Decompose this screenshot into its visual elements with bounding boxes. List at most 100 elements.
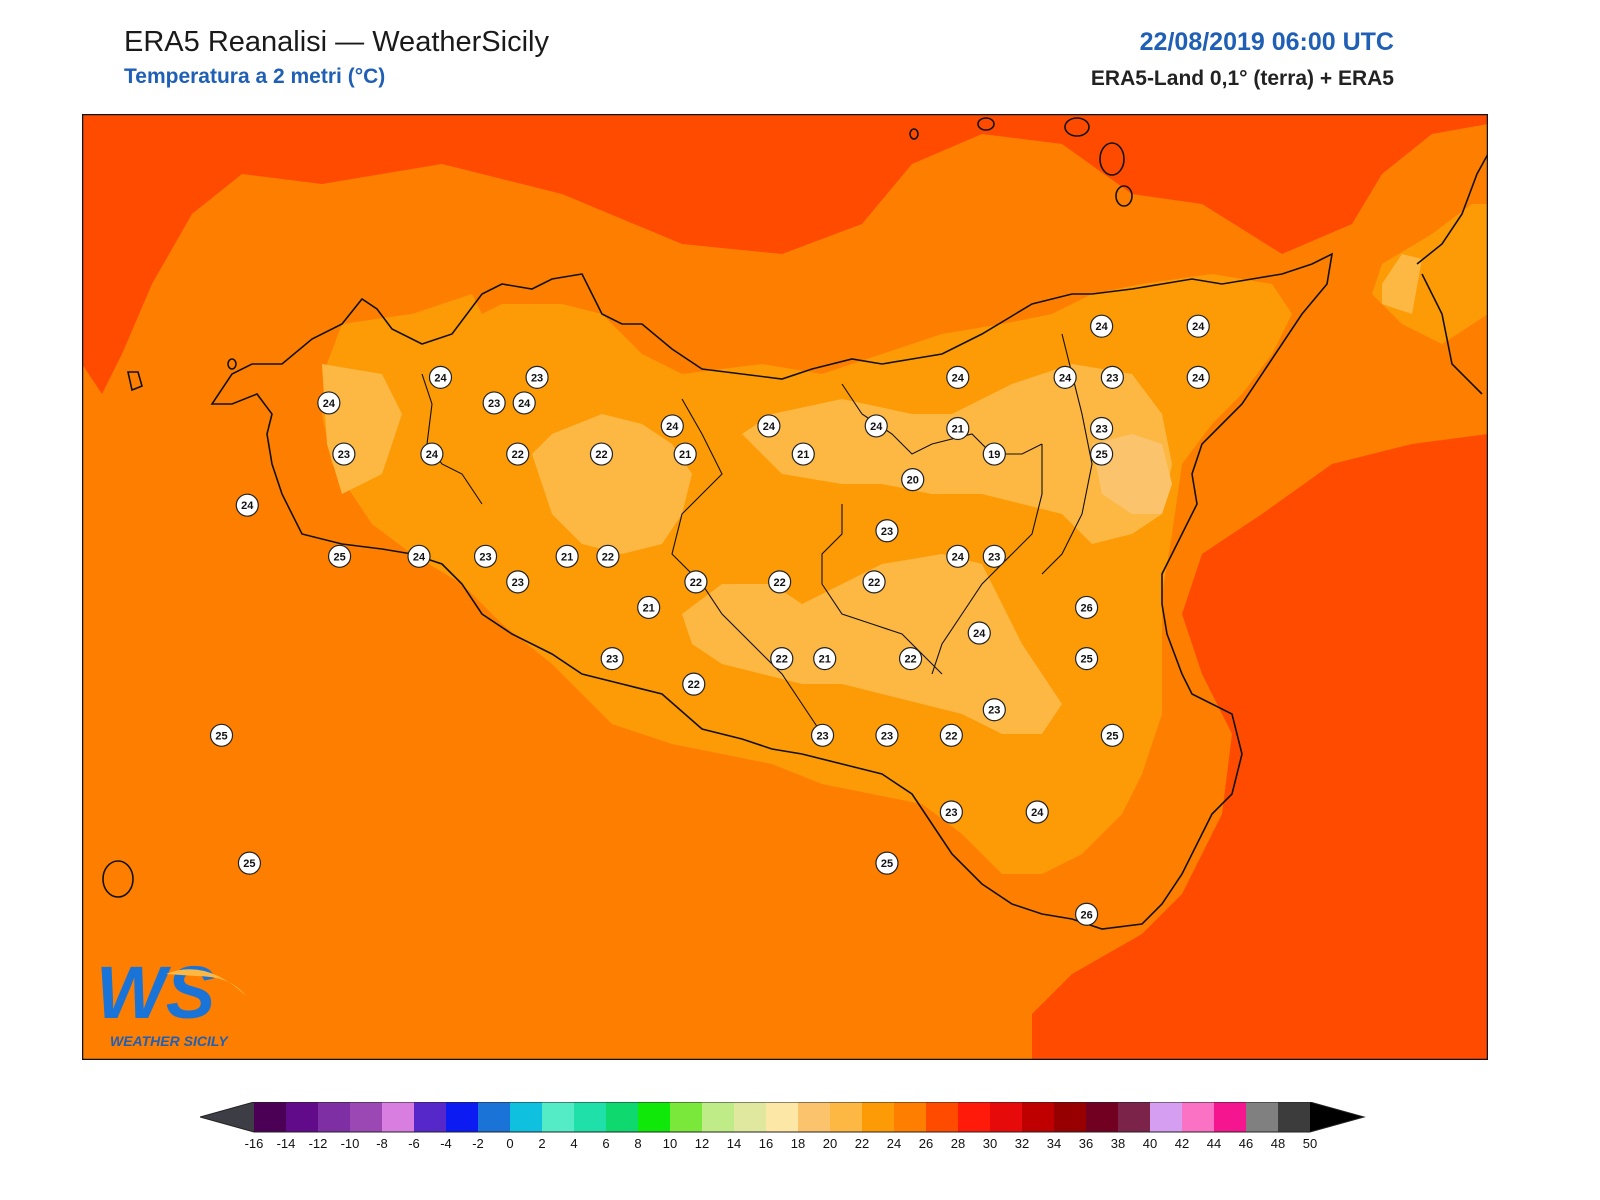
- station-marker-circle: [637, 595, 661, 620]
- station-marker-circle: [555, 544, 579, 568]
- station-temperature-value: 22: [945, 730, 957, 742]
- colorbar-tick-label: 18: [791, 1136, 805, 1151]
- colorbar-swatch: [542, 1102, 575, 1132]
- station-marker-circle: [898, 646, 923, 671]
- weathersicily-logo: WS WEATHER SICILY: [96, 951, 246, 1049]
- colorbar-tick-label: 28: [951, 1136, 965, 1151]
- colorbar-tick-label: 4: [570, 1136, 577, 1151]
- temperature-map: 24 24 24 24 24 24 23 23 24 23 25 24 23 24 22 22 21 21 22 21…: [82, 114, 1488, 1060]
- station-marker: 25: [209, 723, 234, 747]
- colorbar-tick-label: -10: [341, 1136, 360, 1151]
- station-marker-circle: [482, 391, 506, 415]
- station-marker-circle: [317, 391, 341, 415]
- station-marker: 23: [506, 570, 530, 594]
- station-marker: 22: [596, 544, 620, 568]
- station-marker-circle: [209, 723, 234, 747]
- station-marker: 25: [327, 544, 352, 568]
- station-temperature-value: 24: [323, 398, 336, 410]
- island-marettimo: [227, 358, 237, 370]
- colorbar-swatch: [350, 1102, 383, 1132]
- station-marker-circle: [1100, 723, 1124, 747]
- station-marker: 26: [1074, 902, 1099, 926]
- island-alicudi: [909, 128, 919, 140]
- colorbar-swatch: [1118, 1102, 1151, 1132]
- station-marker: 24: [317, 391, 341, 415]
- station-temperature-value: 21: [797, 449, 809, 461]
- station-temperature-value: 25: [881, 858, 893, 870]
- station-marker: 25: [875, 851, 899, 875]
- station-temperature-value: 23: [816, 730, 828, 742]
- station-marker: 24: [1053, 365, 1077, 389]
- station-marker-circle: [1074, 646, 1099, 671]
- colorbar-swatch: [1246, 1102, 1279, 1132]
- colorbar-swatch: [414, 1102, 447, 1132]
- colorbar-swatch: [1150, 1102, 1183, 1132]
- station-marker: 24: [946, 544, 970, 568]
- station-marker: 22: [862, 570, 886, 594]
- station-marker: 24: [512, 391, 536, 415]
- station-temperature-value: 25: [1080, 654, 1092, 666]
- station-marker: 24: [967, 621, 991, 645]
- station-marker-circle: [901, 468, 925, 492]
- colorbar-tick-label: 46: [1239, 1136, 1253, 1151]
- colorbar-swatch: [510, 1102, 543, 1132]
- station-temperature-value: 25: [333, 551, 345, 563]
- station-marker: 24: [1090, 314, 1114, 338]
- station-marker-circle: [939, 723, 963, 747]
- colorbar-tick-label: 36: [1079, 1136, 1093, 1151]
- station-marker: 24: [1025, 800, 1049, 824]
- colorbar-swatch: [1086, 1102, 1119, 1132]
- colorbar-tick-label: 0: [506, 1136, 513, 1151]
- station-marker: 26: [1074, 595, 1099, 620]
- colorbar-tick-label: 38: [1111, 1136, 1125, 1151]
- station-marker: 24: [946, 365, 970, 389]
- station-temperature-value: 25: [215, 730, 227, 742]
- station-temperature-value: 23: [881, 730, 893, 742]
- temperature-20-22-west-region: [532, 414, 692, 554]
- station-temperature-value: 24: [952, 551, 965, 563]
- station-marker-circle: [1074, 595, 1099, 620]
- station-marker-circle: [506, 442, 530, 466]
- warm-sea-southeast-region: [1032, 434, 1488, 1060]
- colorbar-swatch: [798, 1102, 831, 1132]
- station-marker-circle: [810, 723, 835, 747]
- station-marker-circle: [939, 800, 963, 824]
- data-source: ERA5-Land 0,1° (terra) + ERA5: [1090, 67, 1394, 90]
- station-marker-circle: [982, 544, 1006, 568]
- station-temperature-value: 23: [945, 807, 957, 819]
- colorbar-swatch: [286, 1102, 319, 1132]
- station-marker-circle: [327, 544, 352, 568]
- station-marker: 23: [982, 544, 1006, 568]
- station-temperature-value: 25: [243, 858, 255, 870]
- header-right: 22/08/2019 06:00 UTC ERA5-Land 0,1° (ter…: [1091, 28, 1394, 91]
- colorbar-tick-label: 34: [1047, 1136, 1061, 1151]
- station-marker-circle: [757, 414, 781, 438]
- station-temperature-value: 22: [602, 551, 614, 563]
- station-marker: 22: [506, 442, 530, 466]
- temperature-fill-layer: [82, 114, 1488, 1060]
- station-marker-circle: [506, 570, 530, 594]
- valid-datetime: 22/08/2019 06:00 UTC: [1139, 28, 1394, 56]
- station-temperature-value: 24: [952, 372, 965, 384]
- station-marker-circle: [875, 723, 899, 747]
- colorbar-swatch: [862, 1102, 895, 1132]
- colorbar-tick-label: 22: [855, 1136, 869, 1151]
- station-marker-circle: [660, 414, 684, 438]
- colorbar-swatch: [382, 1102, 415, 1132]
- station-marker: 22: [770, 646, 794, 671]
- colorbar-swatch: [670, 1102, 703, 1132]
- station-marker-circle: [1090, 416, 1114, 441]
- temperature-colorbar: -16 -14 -12 -10 -8 -6 -4 -2 0 2 4 6 8 10 12 14 16 18 20 22 2…: [200, 1102, 1366, 1151]
- temperature-20-22-central-south-region: [682, 554, 1062, 734]
- station-marker: 21: [791, 442, 815, 466]
- calabria-20-22-region: [1382, 254, 1422, 314]
- station-marker: 24: [660, 414, 684, 438]
- colorbar-tick-label: 12: [695, 1136, 709, 1151]
- station-temperature-value: 24: [870, 421, 883, 433]
- colorbar-swatch: [702, 1102, 735, 1132]
- station-marker: 25: [237, 851, 262, 875]
- colorbar-swatch: [638, 1102, 671, 1132]
- colorbar-swatch: [990, 1102, 1023, 1132]
- station-marker: 23: [332, 442, 356, 466]
- station-temperature-value: 22: [690, 577, 702, 589]
